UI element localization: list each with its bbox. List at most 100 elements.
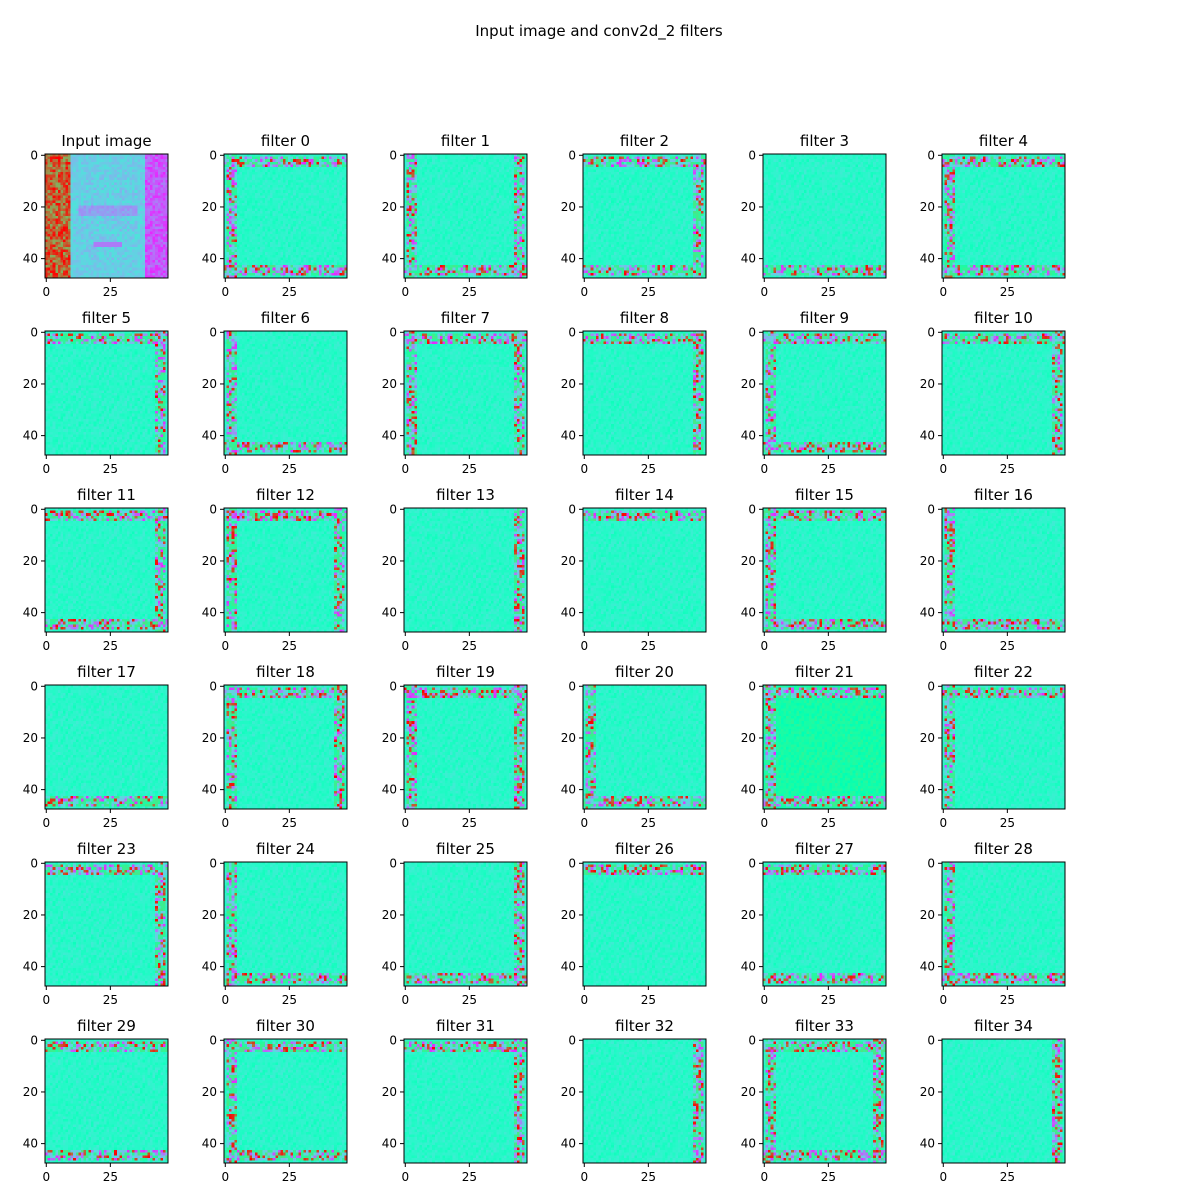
panel-image — [583, 685, 706, 809]
heatmap-panel: filter 4 0 25 0 20 40 — [920, 132, 1066, 299]
y-tick-label: 20 — [23, 377, 38, 391]
y-tick-label: 40 — [741, 783, 756, 797]
y-tick-label: 40 — [23, 783, 38, 797]
y-tick-label: 40 — [23, 429, 38, 443]
y-tick-label: 0 — [927, 1033, 935, 1047]
axes-frame — [941, 330, 1066, 456]
y-tick-label: 40 — [561, 429, 576, 443]
x-tick-label: 25 — [641, 993, 656, 1007]
x-tick-label: 0 — [760, 639, 768, 653]
panel-image — [404, 508, 527, 632]
y-tick-label: 20 — [23, 908, 38, 922]
y-tick-label: 20 — [202, 377, 217, 391]
x-tick-label: 25 — [103, 1170, 118, 1184]
heatmap-panel: filter 29 0 25 0 20 40 — [23, 1017, 169, 1184]
y-tick-label: 40 — [382, 252, 397, 266]
y-tick-label: 0 — [927, 325, 935, 339]
y-tick-label: 40 — [23, 1137, 38, 1151]
x-tick-label: 25 — [282, 993, 297, 1007]
y-tick-label: 40 — [202, 783, 217, 797]
x-tick-label: 0 — [42, 816, 50, 830]
y-tick-label: 0 — [30, 1033, 38, 1047]
axes-frame — [403, 507, 528, 633]
panel-title: filter 33 — [795, 1017, 854, 1035]
panel-image — [45, 154, 168, 278]
x-tick-label: 0 — [760, 1170, 768, 1184]
heatmap-panel: filter 27 0 25 0 20 40 — [741, 840, 887, 1007]
y-tick-label: 0 — [209, 856, 217, 870]
y-tick-label: 0 — [568, 148, 576, 162]
x-tick-label: 0 — [401, 639, 409, 653]
panel-image — [763, 862, 886, 986]
heatmap-panel: filter 24 0 25 0 20 40 — [202, 840, 348, 1007]
heatmap-panel: Input image 0 25 0 20 40 — [23, 132, 169, 299]
y-tick-label: 40 — [741, 252, 756, 266]
y-tick-label: 0 — [927, 502, 935, 516]
panel-title: filter 0 — [261, 132, 310, 150]
x-tick-label: 25 — [821, 285, 836, 299]
axes-frame — [44, 861, 169, 987]
panel-title: filter 24 — [256, 840, 315, 858]
heatmap-panel: filter 12 0 25 0 20 40 — [202, 486, 348, 653]
x-tick-label: 0 — [580, 1170, 588, 1184]
y-tick-label: 0 — [927, 679, 935, 693]
axes-frame — [582, 153, 707, 279]
panel-title: filter 4 — [979, 132, 1028, 150]
y-tick-label: 20 — [741, 731, 756, 745]
panel-title: filter 30 — [256, 1017, 315, 1035]
x-tick-label: 25 — [1000, 462, 1015, 476]
axes-frame — [941, 684, 1066, 810]
x-tick-label: 25 — [462, 639, 477, 653]
y-tick-label: 20 — [202, 200, 217, 214]
x-tick-label: 25 — [103, 285, 118, 299]
x-tick-label: 25 — [103, 816, 118, 830]
y-tick-label: 40 — [561, 783, 576, 797]
x-tick-label: 0 — [42, 285, 50, 299]
panel-title: filter 22 — [974, 663, 1033, 681]
panel-image — [583, 862, 706, 986]
axes-frame — [762, 684, 887, 810]
y-tick-label: 0 — [389, 148, 397, 162]
heatmap-panel: filter 22 0 25 0 20 40 — [920, 663, 1066, 830]
panel-title: filter 29 — [77, 1017, 136, 1035]
heatmap-panel: filter 0 0 25 0 20 40 — [202, 132, 348, 299]
y-tick-label: 20 — [561, 377, 576, 391]
y-tick-label: 20 — [920, 731, 935, 745]
x-tick-label: 0 — [221, 1170, 229, 1184]
y-tick-label: 0 — [389, 502, 397, 516]
x-tick-label: 0 — [580, 816, 588, 830]
y-tick-label: 0 — [568, 679, 576, 693]
heatmap-panel: filter 9 0 25 0 20 40 — [741, 309, 887, 476]
panel-image — [224, 508, 347, 632]
panel-title: filter 11 — [77, 486, 136, 504]
x-tick-label: 0 — [760, 993, 768, 1007]
axes-frame — [941, 1038, 1066, 1164]
x-tick-label: 25 — [821, 1170, 836, 1184]
y-tick-label: 20 — [23, 731, 38, 745]
heatmap-panel: filter 8 0 25 0 20 40 — [561, 309, 707, 476]
axes-frame — [403, 684, 528, 810]
x-tick-label: 25 — [821, 993, 836, 1007]
x-tick-label: 25 — [462, 816, 477, 830]
axes-frame — [582, 1038, 707, 1164]
y-tick-label: 20 — [561, 908, 576, 922]
panel-image — [404, 154, 527, 278]
panel-title: filter 3 — [800, 132, 849, 150]
y-tick-label: 20 — [202, 908, 217, 922]
y-tick-label: 0 — [568, 1033, 576, 1047]
y-tick-label: 20 — [561, 1085, 576, 1099]
x-tick-label: 25 — [462, 993, 477, 1007]
x-tick-label: 0 — [939, 816, 947, 830]
panel-image — [583, 1039, 706, 1163]
y-tick-label: 40 — [741, 960, 756, 974]
panel-image — [224, 331, 347, 455]
panel-title: filter 6 — [261, 309, 310, 327]
x-tick-label: 0 — [221, 285, 229, 299]
y-tick-label: 40 — [561, 960, 576, 974]
y-tick-label: 40 — [23, 606, 38, 620]
heatmap-panel: filter 14 0 25 0 20 40 — [561, 486, 707, 653]
panel-title: filter 7 — [441, 309, 490, 327]
x-tick-label: 25 — [282, 639, 297, 653]
y-tick-label: 20 — [382, 554, 397, 568]
